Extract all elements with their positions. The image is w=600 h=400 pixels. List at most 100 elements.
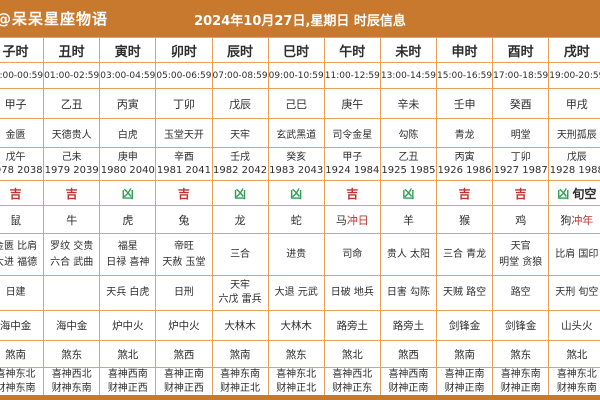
luck-glyph: 吉 xyxy=(458,186,471,201)
inauspicious-stars-cell: 天兵 白虎 xyxy=(99,275,157,311)
year-ganzhi-cell: 己未 1979 2039 xyxy=(43,147,101,181)
nayin-element-cell: 路旁土 xyxy=(379,310,438,341)
year-ganzhi-cell: 癸亥 1983 2043 xyxy=(267,147,325,181)
inauspicious-stars-cell: 天牢 六戊 雷兵 xyxy=(211,275,269,311)
luck-verdict-cell: 吉 xyxy=(0,180,45,206)
luck-glyph: 凶 xyxy=(402,186,415,201)
duty-star-cell: 司令金星 xyxy=(323,118,381,148)
auspicious-stars-cell: 金匮 比肩大进 福德 xyxy=(0,233,45,276)
duty-star-cell: 天德贵人 xyxy=(43,118,101,148)
inauspicious-stars-cell: 日破 地兵 xyxy=(323,275,381,311)
row-xiongshen: 日建 天兵 白虎 日刑 天牢 六戊 雷兵 大退 元武 日破 地兵 日害 勾陈 天贼 路空 路空 天刑… xyxy=(0,275,600,311)
time-range-cell: 01:00-02:59 xyxy=(43,62,101,89)
inauspicious-stars-cell: 日建 xyxy=(0,275,45,311)
zodiac-name: 虎 xyxy=(122,213,134,227)
nayin-element-cell: 路旁土 xyxy=(323,310,381,341)
zodiac-name: 蛇 xyxy=(290,213,302,227)
ganzhi-cell: 戊辰 xyxy=(211,88,269,119)
year-ganzhi-cell: 戊午1978 2038 xyxy=(0,147,45,181)
ganzhi-cell: 壬申 xyxy=(435,88,494,119)
ganzhi-cell: 丁卯 xyxy=(155,88,213,119)
ganzhi-cell: 辛未 xyxy=(379,88,438,119)
inauspicious-stars-cell: 日害 勾陈 xyxy=(379,275,438,311)
luck-glyph: 吉 xyxy=(177,186,190,201)
row-nayin: 海中金 海中金 炉中火 炉中火 大林木 大林木 路旁土 路旁土 剑锋金 剑锋金 山头火 xyxy=(0,310,600,341)
duty-star-cell: 金匮 xyxy=(0,118,45,148)
zodiac-cell: 牛 xyxy=(43,205,101,234)
zodiac-cell: 鸡 xyxy=(492,205,550,234)
time-range-cell: 17:00-18:59 xyxy=(492,62,550,89)
nayin-element-cell: 海中金 xyxy=(0,310,45,341)
luck-glyph: 吉 xyxy=(346,186,359,201)
zodiac-cell: 虎 xyxy=(99,205,157,234)
time-range-cell: 11:00-12:59 xyxy=(323,62,381,89)
ganzhi-cell: 甲戌 xyxy=(548,88,600,119)
luck-glyph: 凶 xyxy=(121,186,134,201)
auspicious-stars-cell: 司命 xyxy=(323,233,381,276)
auspicious-stars-cell: 三合 青龙 xyxy=(435,233,494,276)
sha-direction-cell: 煞南 xyxy=(211,340,269,368)
hour-name-cell: 丑时 xyxy=(43,37,101,63)
luck-glyph: 吉 xyxy=(65,186,78,201)
row-sha: 煞南 煞东 煞北 煞西 煞南 煞东 煞北 煞西 煞南 煞东 煞北 xyxy=(0,340,600,368)
time-range-cell: 05:00-06:59 xyxy=(155,62,213,89)
auspicious-stars-cell: 福星 日禄 喜神 xyxy=(99,233,157,276)
year-ganzhi-cell: 丁卯 1927 1987 xyxy=(492,147,550,181)
inauspicious-stars-cell xyxy=(43,275,101,311)
fortune-directions-cell: 喜神西北 财神东南 xyxy=(43,367,101,396)
sha-direction-cell: 煞南 xyxy=(435,340,494,368)
row-time: 23:00-00:5901:00-02:5903:00-04:5905:00-0… xyxy=(0,62,600,89)
hour-name-cell: 寅时 xyxy=(99,37,157,63)
time-range-cell: 23:00-00:59 xyxy=(0,62,45,89)
footer-bar xyxy=(0,395,600,400)
auspicious-stars-cell: 贵人 太阳 xyxy=(379,233,438,276)
ganzhi-cell: 丙寅 xyxy=(99,88,157,119)
duty-star-cell: 青龙 xyxy=(435,118,494,148)
row-ganzhi: 甲子 乙丑 丙寅 丁卯 戊辰 己巳 庚午 辛未 壬申 癸酉 甲戌 xyxy=(0,88,600,119)
sha-direction-cell: 煞北 xyxy=(323,340,381,368)
row-luck: 吉吉凶吉凶凶吉凶吉吉凶旬空 xyxy=(0,180,600,206)
duty-star-cell: 天牢 xyxy=(211,118,269,148)
ganzhi-cell: 庚午 xyxy=(323,88,381,119)
luck-verdict-cell: 吉 xyxy=(323,180,381,206)
duty-star-cell: 白虎 xyxy=(99,118,157,148)
auspicious-stars-cell: 帝旺 天赦 玉堂 xyxy=(155,233,213,276)
zodiac-name: 猴 xyxy=(459,213,471,227)
time-range-cell: 19:00-20:59 xyxy=(548,62,600,89)
duty-star-cell: 玉堂天开 xyxy=(155,118,213,148)
time-range-cell: 09:00-10:59 xyxy=(267,62,325,89)
time-range-cell: 07:00-08:59 xyxy=(211,62,269,89)
year-ganzhi-cell: 甲子 1924 1984 xyxy=(323,147,381,181)
fortune-directions-cell: 喜神东南 财神正北 xyxy=(211,367,269,396)
sha-direction-cell: 煞东 xyxy=(43,340,101,368)
zodiac-cell: 蛇 xyxy=(267,205,325,234)
sha-direction-cell: 煞西 xyxy=(155,340,213,368)
fortune-directions-cell: 喜神西南 财神正南 xyxy=(379,367,438,396)
nayin-element-cell: 剑锋金 xyxy=(435,310,494,341)
luck-glyph: 凶 xyxy=(557,186,570,201)
auspicious-stars-cell: 三合 xyxy=(211,233,269,276)
zodiac-name: 鸡 xyxy=(515,213,527,227)
row-zodiac: 鼠 牛 虎 兔 龙 蛇 马冲日 羊 猴 鸡 狗冲年 xyxy=(0,205,600,234)
nayin-element-cell: 海中金 xyxy=(43,310,101,341)
ganzhi-cell: 己巳 xyxy=(267,88,325,119)
time-range-cell: 03:00-04:59 xyxy=(99,62,157,89)
fortune-directions-cell: 喜神西北 财神正东 xyxy=(323,367,381,396)
hour-name-cell: 辰时 xyxy=(211,37,269,63)
hour-name-cell: 戌时 xyxy=(548,37,600,63)
zodiac-name: 兔 xyxy=(178,213,190,227)
hour-name-cell: 巳时 xyxy=(267,37,325,63)
hour-name-cell: 申时 xyxy=(435,37,494,63)
duty-star-cell: 勾陈 xyxy=(379,118,438,148)
nayin-element-cell: 大林木 xyxy=(211,310,269,341)
sha-direction-cell: 煞北 xyxy=(548,340,600,368)
header-bar: @呆呆星座物语 2024年10月27日,星期日 时辰信息 xyxy=(0,0,600,37)
row-fortune: 喜神东北财神东南喜神西北财神东南喜神西南财神正西喜神正南财神正西喜神东南财神正北… xyxy=(0,367,600,396)
luck-verdict-cell: 吉 xyxy=(435,180,494,206)
hour-name-cell: 卯时 xyxy=(155,37,213,63)
time-range-cell: 13:00-14:59 xyxy=(379,62,438,89)
inauspicious-stars-cell: 天贼 路空 xyxy=(435,275,494,311)
sha-direction-cell: 煞东 xyxy=(492,340,550,368)
